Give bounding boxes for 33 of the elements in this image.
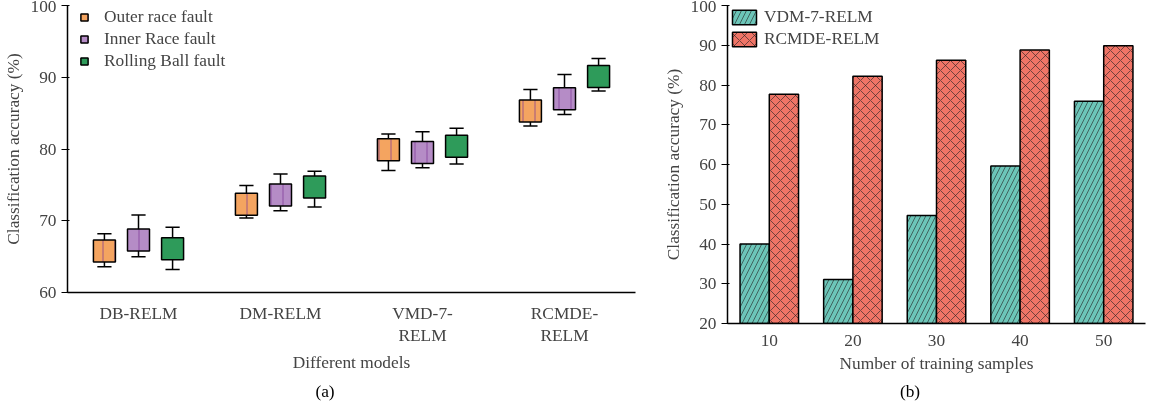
x-axis-title: Different models (292, 353, 411, 373)
y-axis-title: Classification accuracy (%) (3, 53, 23, 245)
legend-label: RCMDE-RELM (764, 29, 880, 49)
y-tick-label: 100 (30, 0, 57, 16)
text: (b) (899, 381, 921, 403)
y-tick-label: 80 (39, 139, 57, 159)
legend-label: VDM-7-RELM (764, 7, 873, 27)
x-tick-label: 30 (927, 330, 946, 350)
y-tick-label: 90 (39, 67, 57, 87)
x-tick-label: 10 (760, 330, 778, 350)
y-tick-label: 100 (690, 0, 717, 16)
legend-label: Inner Race fault (104, 29, 216, 49)
text: (a) (315, 381, 335, 403)
y-tick-label: 90 (699, 35, 717, 55)
y-tick-label: 60 (699, 155, 717, 174)
y-axis-title: Classification accuracy (%) (663, 68, 683, 261)
y-tick-label: 70 (699, 115, 717, 135)
x-tick-label: 50 (1095, 330, 1113, 350)
y-tick-label: 50 (699, 194, 717, 214)
legend-label: Rolling Ball fault (104, 51, 226, 71)
x-tick-label: RCMDE- RELM (530, 303, 599, 346)
legend-label: Outer race fault (104, 7, 213, 27)
x-tick-label: 20 (844, 330, 862, 350)
y-tick-label: 80 (699, 75, 717, 95)
x-tick-label: DB-RELM (99, 303, 178, 323)
x-tick-label: DM-RELM (239, 303, 322, 323)
y-tick-label: 40 (699, 234, 717, 254)
x-tick-label: 40 (1011, 330, 1029, 350)
y-tick-label: 70 (39, 211, 57, 231)
x-tick-label: VMD-7- RELM (392, 303, 454, 346)
x-axis-title: Number of training samples (839, 353, 1034, 373)
y-tick-label: 60 (39, 283, 57, 302)
y-tick-label: 30 (699, 274, 717, 294)
